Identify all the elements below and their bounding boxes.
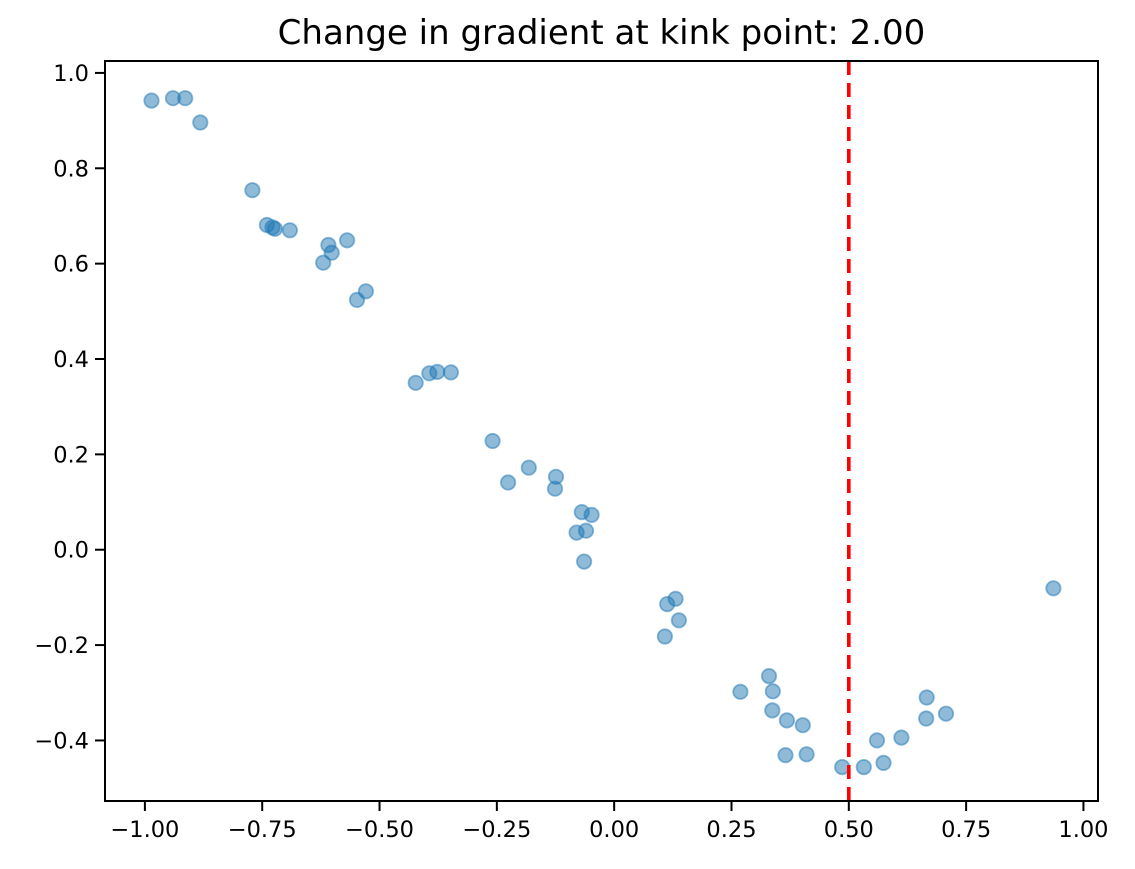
scatter-point: [868, 732, 886, 749]
scatter-point: [577, 522, 595, 539]
scatter-point: [798, 746, 815, 763]
x-tick-label: −0.50: [345, 817, 414, 843]
scatter-point: [918, 710, 935, 727]
y-tick-label: 0.6: [53, 252, 89, 278]
scatter-point: [442, 364, 459, 381]
y-tick-label: 0.0: [53, 538, 89, 564]
scatter-point: [778, 712, 796, 729]
scatter-point: [143, 92, 160, 109]
chart-title: Change in gradient at kink point: 2.00: [277, 13, 926, 53]
scatter-point: [281, 222, 298, 239]
scatter-point: [192, 114, 209, 131]
scatter-point: [656, 628, 674, 645]
y-tick-label: −0.2: [34, 633, 89, 659]
y-tick-label: 0.8: [53, 156, 89, 182]
scatter-point: [429, 363, 446, 380]
scatter-point: [794, 717, 811, 734]
y-tick-label: 0.4: [53, 347, 89, 373]
x-tick-label: −1.00: [110, 817, 179, 843]
plot-border: [104, 60, 1099, 802]
scatter-point: [875, 754, 892, 772]
scatter-point: [667, 590, 684, 607]
scatter-point: [177, 90, 194, 107]
scatter-point: [670, 612, 688, 629]
x-tick-label: 0.25: [706, 817, 756, 843]
scatter-point: [583, 506, 600, 524]
scatter-point: [357, 283, 374, 300]
y-tick-label: 1.0: [53, 61, 89, 87]
scatter-point: [937, 705, 955, 722]
x-tick-label: 0.00: [589, 817, 639, 843]
scatter-point: [918, 689, 935, 706]
scatter-point: [266, 220, 283, 237]
scatter-point: [764, 702, 781, 719]
scatter-point: [764, 683, 781, 700]
scatter-point: [893, 729, 910, 746]
y-tick-label: −0.4: [34, 728, 89, 754]
scatter-point: [323, 244, 340, 261]
scatter-point: [575, 553, 593, 570]
scatter-point: [760, 667, 778, 685]
scatter-point: [1045, 580, 1062, 597]
scatter-point: [732, 683, 749, 700]
x-tick-label: −0.75: [228, 817, 297, 843]
x-tick-label: 1.00: [1058, 817, 1108, 843]
x-tick-label: 0.50: [824, 817, 874, 843]
x-tick-label: −0.25: [462, 817, 531, 843]
scatter-point: [855, 758, 872, 776]
scatter-point: [338, 232, 356, 249]
scatter-point: [499, 474, 517, 491]
scatter-point: [547, 468, 565, 485]
x-tick-label: 0.75: [941, 817, 991, 843]
y-tick-label: 0.2: [53, 442, 89, 468]
scatter-point: [777, 747, 794, 764]
scatter-point: [520, 459, 537, 476]
scatter-point: [484, 432, 501, 450]
scatter-point: [407, 374, 424, 391]
scatter-point: [244, 182, 261, 199]
